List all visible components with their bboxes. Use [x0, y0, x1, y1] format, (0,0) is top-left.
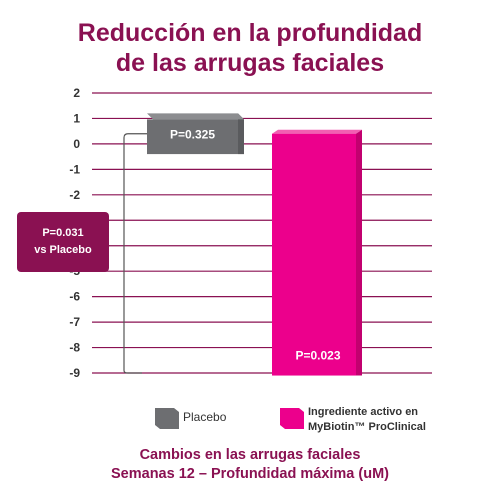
active-bar-top	[272, 129, 362, 134]
y-tick-label: -6	[69, 290, 80, 304]
y-tick-label: -8	[69, 341, 80, 355]
chart-caption: Cambios en las arrugas faciales Semanas …	[0, 446, 500, 484]
callout-line-2: vs Placebo	[34, 244, 92, 256]
legend-active-line-1: Ingrediente activo en	[308, 406, 419, 418]
y-tick-label: -1	[69, 162, 80, 176]
placebo-bar-side	[238, 113, 244, 155]
caption-line-1: Cambios en las arrugas faciales	[139, 447, 361, 463]
y-tick-label: 1	[73, 111, 80, 125]
significance-bracket	[123, 133, 150, 374]
placebo-bar-top	[147, 113, 244, 120]
legend-placebo-label: Placebo	[183, 410, 227, 424]
placebo-bar-label: P=0.325	[170, 128, 215, 142]
y-tick-label: -2	[69, 188, 80, 202]
legend-placebo-swatch	[155, 408, 179, 429]
chart-title: Reducción en la profundidad de las arrug…	[0, 18, 500, 78]
y-tick-label: 2	[73, 86, 80, 100]
callout-line-1: P=0.031	[42, 227, 84, 239]
caption-line-2: Semanas 12 – Profundidad máxima (uM)	[111, 466, 389, 482]
y-tick-label: -9	[69, 366, 80, 380]
y-tick-label: 0	[73, 137, 80, 151]
p-value-callout: P=0.031 vs Placebo	[17, 212, 109, 272]
title-line-1: Reducción en la profundidad	[77, 19, 423, 47]
title-line-2: de las arrugas faciales	[115, 49, 385, 77]
active-bar-label: P=0.023	[295, 349, 340, 363]
legend-active-swatch	[280, 408, 304, 429]
legend-active-line-2: MyBiotin™ ProClinical	[308, 421, 426, 433]
legend-active-label: Ingrediente activo en MyBiotin™ ProClini…	[308, 405, 426, 435]
placebo-bar	[147, 119, 238, 155]
active-bar	[272, 133, 356, 376]
active-bar-side	[356, 129, 362, 376]
y-tick-label: -7	[69, 315, 80, 329]
